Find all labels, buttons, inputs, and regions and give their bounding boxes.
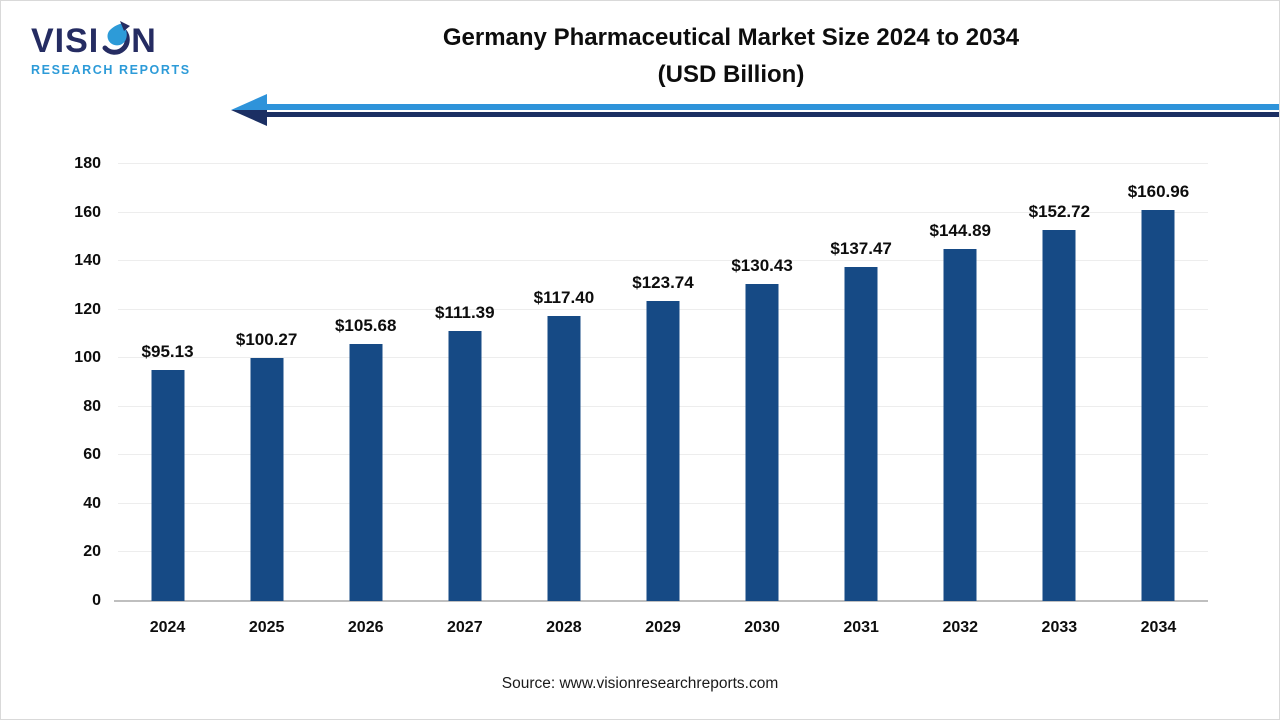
- y-axis-tick-label: 60: [83, 446, 101, 464]
- left-arrow-icon: [231, 94, 1279, 126]
- vision-research-reports-logo: VISI N RESEARCH REPORTS: [31, 21, 221, 77]
- bar-2026: [349, 344, 383, 601]
- plot-area: $95.13 $100.27 $105.68 $111.39 $117.40 $123.7…: [114, 163, 1208, 602]
- logo-wordmark: VISI N: [31, 21, 221, 61]
- x-axis-tick-label: 2031: [843, 619, 879, 636]
- bar-group: $123.74: [613, 164, 712, 601]
- bar-2030: [745, 284, 779, 601]
- bar-2033: [1042, 230, 1076, 601]
- chart-title: Germany Pharmaceutical Market Size 2024 …: [251, 19, 1211, 93]
- x-axis-tick-label: 2032: [942, 619, 979, 636]
- y-axis-tick-label: 40: [83, 494, 101, 512]
- bar-value-label: $123.74: [632, 272, 694, 292]
- bar-value-label: $130.43: [731, 256, 793, 276]
- bar-value-label: $144.89: [929, 221, 991, 241]
- x-axis-tick-label: 2025: [248, 619, 285, 636]
- bar-value-label: $117.40: [533, 287, 595, 307]
- bar-group: $105.68: [316, 164, 415, 601]
- bar-2028: [547, 315, 581, 601]
- bar-group: $117.40: [514, 164, 613, 601]
- y-axis: 0 20 40 60 80 100 120 140 160 180: [31, 155, 101, 609]
- gridline: [118, 211, 1208, 213]
- chart-title-line1: Germany Pharmaceutical Market Size 2024 …: [442, 24, 1020, 51]
- logo-text-part2: N: [131, 22, 157, 60]
- bar-group: $137.47: [812, 164, 911, 601]
- y-axis-tick-label: 80: [83, 397, 101, 415]
- x-axis-tick-label: 2024: [149, 619, 186, 636]
- y-axis-tick-label: 0: [92, 592, 101, 609]
- bar-value-label: $105.68: [334, 316, 397, 336]
- y-axis-tick-label: 20: [83, 543, 101, 561]
- gridline: [118, 163, 1208, 164]
- x-axis-tick-label: 2030: [744, 619, 780, 636]
- bar-value-label: $137.47: [830, 239, 892, 259]
- x-axis-tick-label: 2033: [1041, 619, 1078, 636]
- source-text: Source: www.visionresearchreports.com: [501, 675, 779, 692]
- bar-2024: [151, 370, 185, 601]
- bar-group: $130.43: [713, 164, 812, 601]
- bar-group: $160.96: [1109, 164, 1208, 601]
- chart-title-line2: (USD Billion): [657, 61, 805, 88]
- bar-group: $100.27: [217, 164, 316, 601]
- bar-2027: [448, 330, 482, 601]
- gridline: [118, 260, 1208, 262]
- bar-value-label: $100.27: [235, 329, 298, 349]
- y-axis-tick-label: 180: [74, 155, 101, 172]
- bar-group: $95.13: [118, 164, 217, 601]
- x-axis: 2024 2025 2026 2027 2028 2029 2030 2031 2032 2033…: [118, 615, 1208, 641]
- x-axis-line: [114, 600, 1208, 602]
- x-axis-tick-label: 2026: [347, 619, 384, 636]
- y-axis-tick-label: 160: [74, 203, 101, 221]
- logo-subtitle: RESEARCH REPORTS: [31, 63, 191, 77]
- bar-group: $152.72: [1010, 164, 1109, 601]
- y-axis-tick-label: 100: [74, 349, 101, 367]
- y-axis-tick-label: 120: [74, 300, 101, 318]
- bar-value-label: $111.39: [435, 302, 495, 322]
- bar-value-label: $160.96: [1127, 182, 1190, 202]
- logo-text-part1: VISI: [31, 22, 100, 60]
- bar-value-label: $95.13: [141, 342, 194, 362]
- x-axis-tick-label: 2027: [447, 619, 483, 636]
- x-axis-tick-label: 2034: [1140, 619, 1177, 636]
- bar-2031: [844, 267, 878, 601]
- logo-drop-icon: [102, 21, 131, 55]
- x-axis-tick-label: 2028: [546, 619, 582, 636]
- bar-value-label: $152.72: [1028, 202, 1091, 222]
- bar-2032: [943, 249, 977, 601]
- bar-group: $144.89: [911, 164, 1010, 601]
- y-axis-tick-label: 140: [74, 252, 101, 270]
- bar-2029: [646, 300, 680, 601]
- bar-2034: [1141, 210, 1175, 601]
- bar-group: $111.39: [415, 164, 514, 601]
- bar-2025: [250, 357, 284, 601]
- x-axis-tick-label: 2029: [645, 619, 681, 636]
